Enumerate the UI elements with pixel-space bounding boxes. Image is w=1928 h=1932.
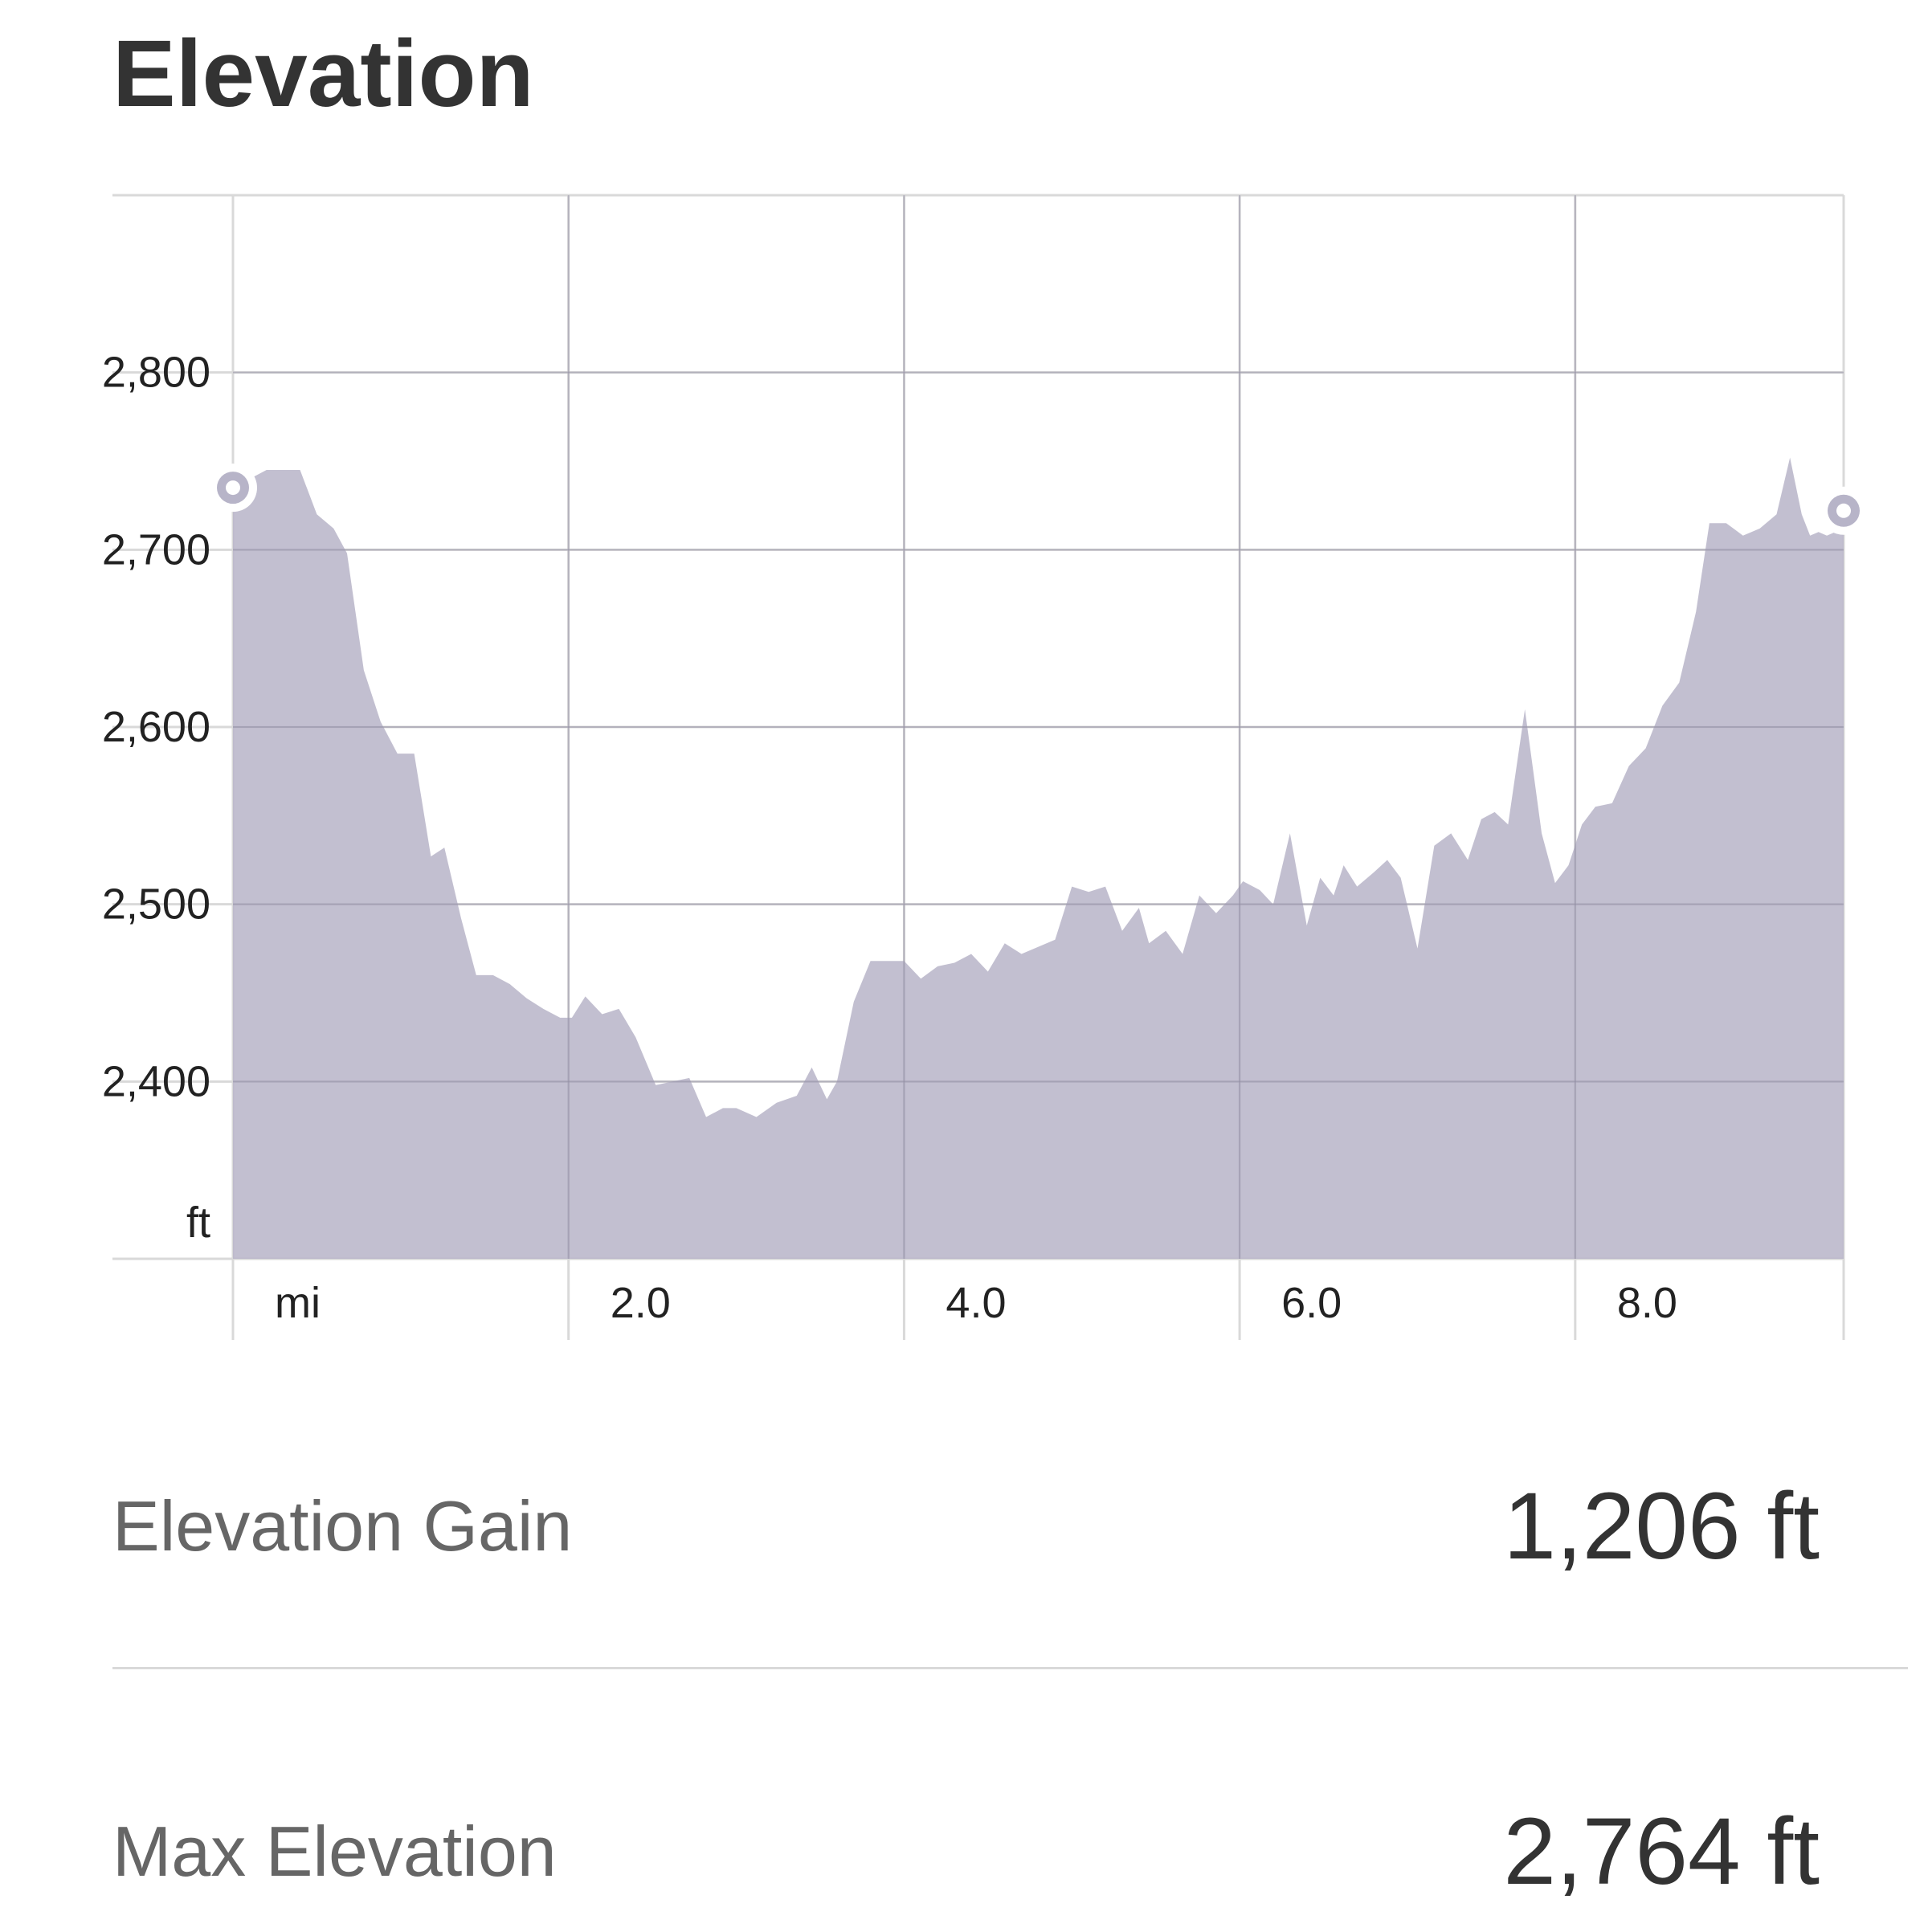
y-tick-label-0: 2,400 xyxy=(102,1057,210,1105)
x-axis-unit-label: mi xyxy=(275,1279,321,1327)
y-tick-label-3: 2,700 xyxy=(102,525,210,574)
y-tick-label-1: 2,500 xyxy=(102,880,210,929)
elevation-area xyxy=(233,457,1844,1259)
marker-core-1 xyxy=(1836,503,1851,518)
elevation-gain-label: Elevation Gain xyxy=(112,1486,573,1566)
elevation-chart[interactable]: 2,400 2,500 2,600 2,700 2,800 ft mi 2.0 4.0 6.0 8.… xyxy=(0,0,1928,1366)
x-tick-label-0: 2.0 xyxy=(611,1279,671,1327)
page-title: Elevation xyxy=(112,21,534,127)
marker-core-0 xyxy=(226,480,240,496)
elevation-gain-value: 1,206 ft xyxy=(1503,1473,1820,1579)
max-elevation-row: Max Elevation 2,764 ft xyxy=(112,1771,1820,1932)
stats-divider xyxy=(112,1667,1908,1669)
x-tick-label-1: 4.0 xyxy=(946,1279,1006,1327)
y-tick-label-2: 2,600 xyxy=(102,703,210,751)
max-elevation-value: 2,764 ft xyxy=(1503,1799,1820,1905)
elevation-gain-row: Elevation Gain 1,206 ft xyxy=(112,1446,1820,1607)
x-tick-label-3: 8.0 xyxy=(1617,1279,1677,1327)
y-axis-unit-label: ft xyxy=(186,1199,210,1247)
x-tick-label-2: 6.0 xyxy=(1281,1279,1342,1327)
max-elevation-label: Max Elevation xyxy=(112,1812,557,1891)
y-tick-label-4: 2,800 xyxy=(102,349,210,397)
